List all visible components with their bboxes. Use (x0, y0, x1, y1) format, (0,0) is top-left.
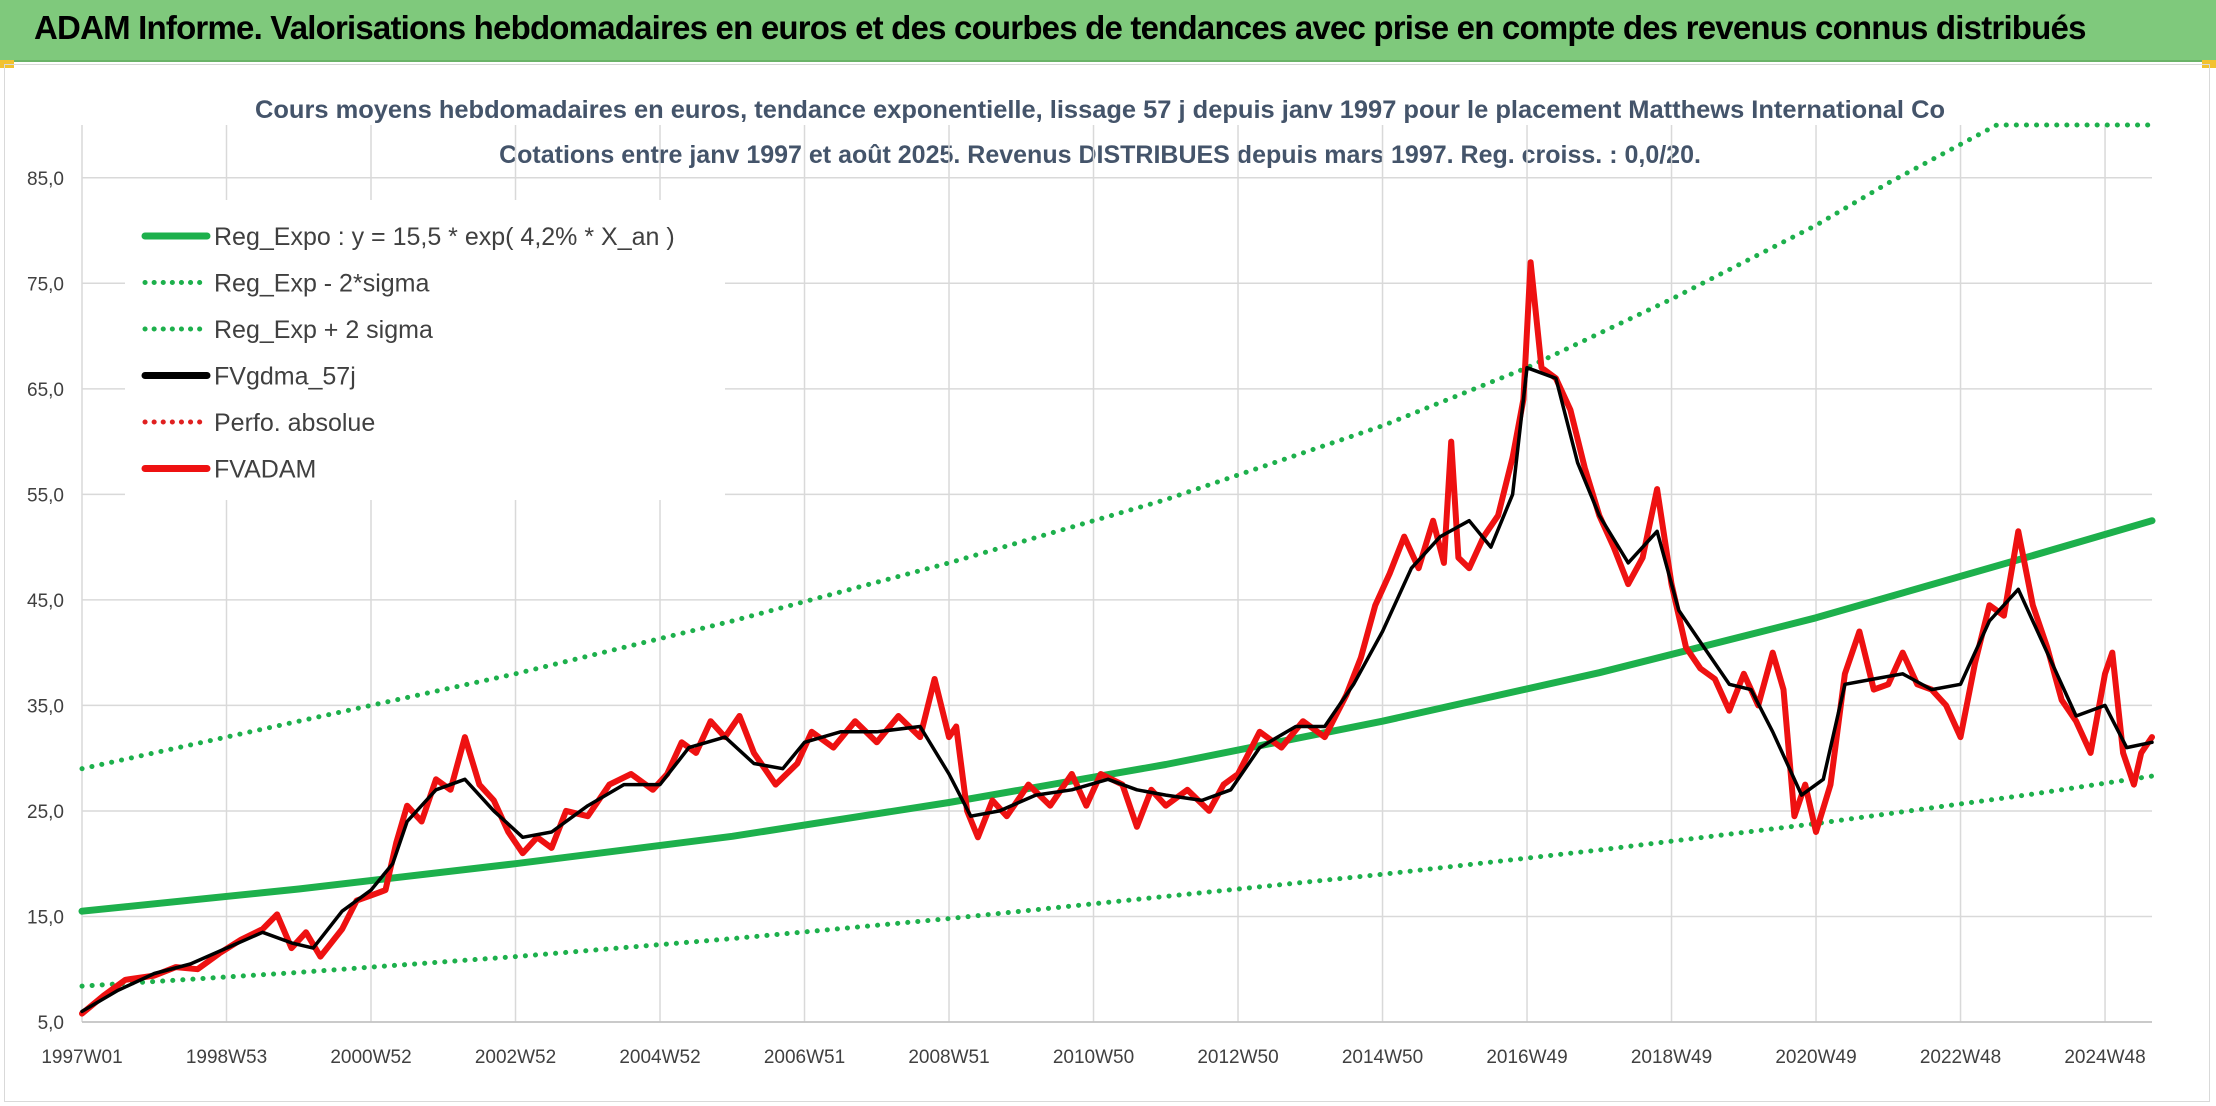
x-tick-label: 2016W49 (1486, 1047, 1567, 1068)
legend-label: Reg_Expo : y = 15,5 * exp( 4,2% * X_an ) (214, 223, 675, 251)
x-tick-label: 2022W48 (1920, 1047, 2001, 1068)
y-axis-ticks: 5,0 15,0 25,0 35,0 45,0 55,0 65,0 75,0 85,0 (27, 169, 64, 1034)
y-tick-label: 35,0 (27, 696, 64, 717)
x-tick-label: 2020W49 (1775, 1047, 1856, 1068)
series-line-5 (79, 259, 2155, 1017)
legend-label: Reg_Exp - 2*sigma (214, 270, 429, 298)
y-tick-label: 65,0 (27, 380, 64, 401)
legend-label: Reg_Exp + 2 sigma (214, 316, 433, 344)
x-tick-label: 2010W50 (1053, 1047, 1134, 1068)
chart-series (78, 122, 2156, 1017)
chart-legend: Reg_Expo : y = 15,5 * exp( 4,2% * X_an )… (141, 223, 675, 484)
legend-label: Perfo. absolue (214, 409, 375, 437)
x-tick-label: 2024W48 (2064, 1047, 2145, 1068)
report-title: ADAM Informe. Valorisations hebdomadaire… (34, 9, 2086, 46)
series-line-0 (78, 517, 2156, 915)
x-tick-label: 2012W50 (1197, 1047, 1278, 1068)
x-tick-label: 1998W53 (186, 1047, 267, 1068)
legend-background (125, 200, 725, 500)
x-tick-label: 2008W51 (908, 1047, 989, 1068)
series-line-2 (79, 122, 2155, 772)
x-tick-label: 2004W52 (619, 1047, 700, 1068)
chart-title: Cours moyens hebdomadaires en euros, ten… (255, 96, 1945, 124)
y-tick-label: 55,0 (27, 485, 64, 506)
report-header: ADAM Informe. Valorisations hebdomadaire… (0, 0, 2216, 68)
legend-label: FVADAM (214, 456, 316, 484)
chart-subtitle: Cotations entre janv 1997 et août 2025. … (499, 141, 1701, 169)
legend-label: FVgdma_57j (214, 363, 356, 391)
chart-frame (4, 64, 2210, 1102)
x-tick-label: 2002W52 (475, 1047, 556, 1068)
y-tick-label: 25,0 (27, 802, 64, 823)
x-tick-label: 2006W51 (764, 1047, 845, 1068)
y-tick-label: 75,0 (27, 274, 64, 295)
y-tick-label: 85,0 (27, 169, 64, 190)
x-tick-label: 2000W52 (330, 1047, 411, 1068)
y-tick-label: 5,0 (38, 1013, 64, 1034)
y-tick-label: 45,0 (27, 591, 64, 612)
x-tick-label: 2018W49 (1631, 1047, 1712, 1068)
x-tick-label: 1997W01 (41, 1047, 122, 1068)
x-axis-ticks: 1997W01 1998W53 2000W52 2002W52 2004W52 2006W… (41, 1047, 2145, 1068)
y-tick-label: 15,0 (27, 907, 64, 928)
series-line-1 (79, 773, 2155, 989)
legend-box (125, 200, 725, 500)
x-tick-label: 2014W50 (1342, 1047, 1423, 1068)
series-line-3 (80, 365, 2154, 1014)
